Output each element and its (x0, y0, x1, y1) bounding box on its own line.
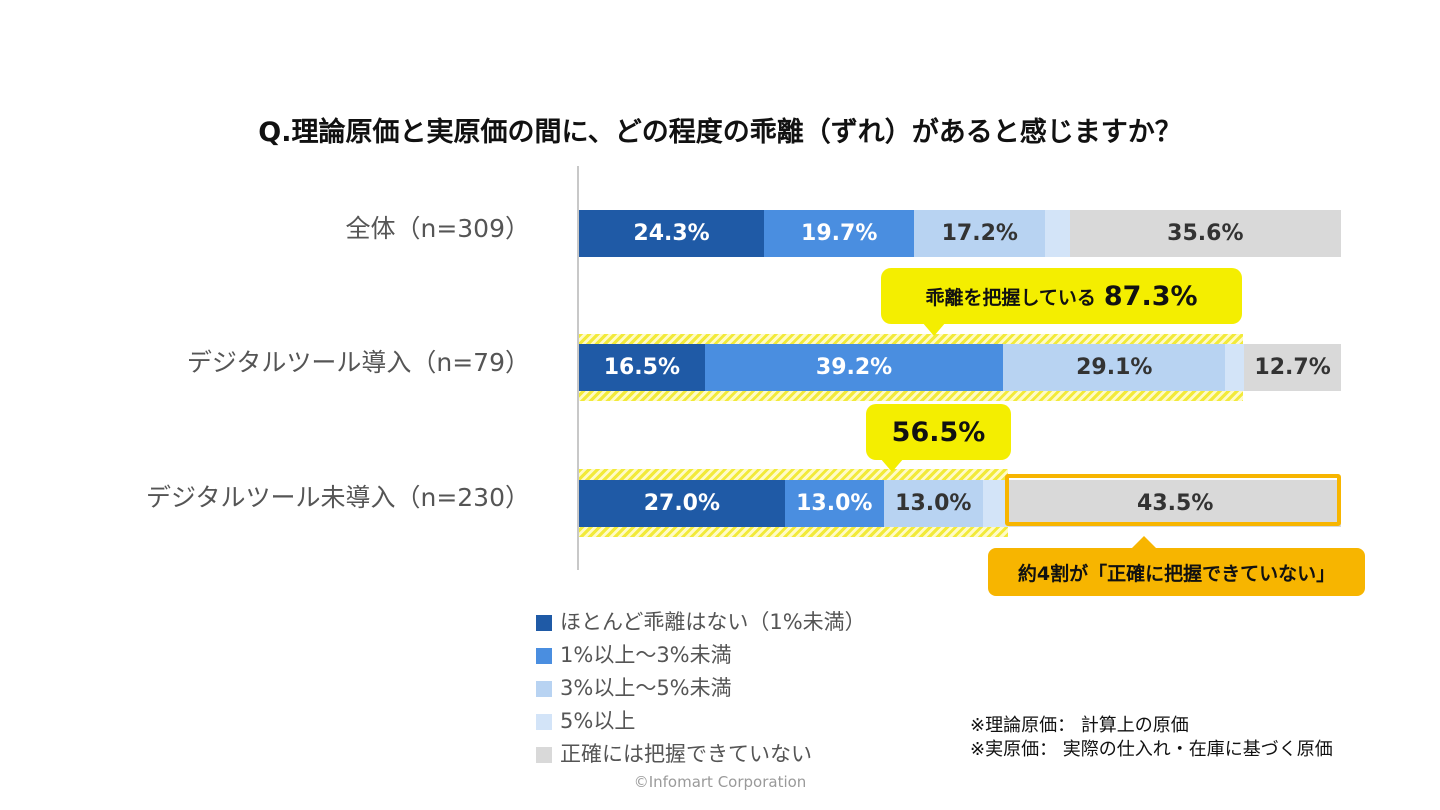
data-label: 17.2% (941, 221, 1018, 246)
bar-segment-seg-1-3: 39.2% (704, 344, 1004, 391)
bar-segment-seg-unknown: 12.7% (1244, 344, 1341, 391)
note-theoretical-cost: ※理論原価： 計算上の原価 (970, 715, 1189, 736)
bar-segment-seg-3-5: 29.1% (1003, 344, 1226, 391)
legend-label: 5%以上 (560, 708, 636, 733)
data-label: 29.1% (1076, 355, 1153, 380)
legend-label: 正確には把握できていない (560, 741, 812, 766)
legend-swatch (536, 680, 552, 697)
data-label: 24.3% (633, 221, 710, 246)
data-label: 12.7% (1254, 355, 1331, 380)
row-label-total: 全体（n=309） (345, 214, 530, 243)
bar-segment-seg-none: 16.5% (579, 344, 705, 391)
callout-grasp-non-digital-value: 56.5% (891, 416, 986, 448)
legend-label: 1%以上～3%未満 (560, 642, 732, 667)
copyright: ©Infomart Corporation (633, 773, 807, 791)
legend-label: 3%以上～5%未満 (560, 675, 732, 700)
data-label: 43.5% (1137, 491, 1214, 516)
bar-row-non-digital: 27.0% 13.0% 13.0% 43.5% (579, 480, 1341, 527)
bar-row-digital: 16.5% 39.2% 29.1% 12.7% (579, 344, 1341, 391)
legend-swatch (536, 713, 552, 730)
legend-swatch (536, 614, 552, 631)
bar-segment-seg-unknown: 43.5% (1009, 480, 1341, 527)
chart-title: Q.理論原価と実原価の間に、どの程度の乖離（ずれ）があると感じますか？ (258, 117, 1182, 148)
bar-segment-seg-1-3: 13.0% (784, 480, 884, 527)
row-label-non-digital: デジタルツール未導入（n=230） (145, 483, 530, 512)
bar-segment-seg-3-5: 17.2% (914, 210, 1046, 257)
bar-segment-seg-5plus (1225, 344, 1245, 391)
bar-segment-seg-5plus (1045, 210, 1070, 257)
category-axis-line (577, 166, 579, 570)
callout-unknown-text: 約4割が「正確に把握できていない」 (1017, 562, 1336, 585)
callout-grasp-tail (922, 322, 946, 336)
data-label: 13.0% (895, 491, 972, 516)
data-label: 27.0% (643, 491, 721, 516)
note-actual-cost: ※実原価： 実際の仕入れ・在庫に基づく原価 (970, 739, 1333, 760)
data-label: 35.6% (1167, 221, 1244, 246)
legend-swatch (536, 647, 552, 664)
callout-unknown: 約4割が「正確に把握できていない」 (988, 548, 1365, 596)
legend-item: 1%以上～3%未満 (536, 637, 866, 670)
callout-grasp-non-digital-tail (880, 458, 904, 472)
bar-segment-seg-none: 24.3% (579, 210, 765, 257)
data-label: 16.5% (603, 355, 681, 380)
callout-grasp-digital: 乖離を把握している 87.3% (881, 268, 1242, 324)
data-label: 19.7% (801, 221, 878, 246)
bar-segment-seg-1-3: 19.7% (764, 210, 915, 257)
bar-segment-seg-unknown: 35.6% (1069, 210, 1341, 257)
legend-item: 3%以上～5%未満 (536, 670, 866, 703)
legend-swatch (536, 746, 552, 763)
callout-grasp-non-digital: 56.5% (866, 404, 1011, 460)
legend-item: 正確には把握できていない (536, 736, 866, 769)
data-label: 13.0% (796, 491, 873, 516)
definition-notes: ※理論原価： 計算上の原価 ※実原価： 実際の仕入れ・在庫に基づく原価 (970, 714, 1333, 762)
bar-segment-seg-3-5: 13.0% (883, 480, 983, 527)
bar-segment-seg-none: 27.0% (579, 480, 785, 527)
highlight-box-unknown (1005, 474, 1341, 526)
legend-item: ほとんど乖離はない（1%未満） (536, 604, 866, 637)
data-label: 39.2% (815, 355, 893, 380)
callout-grasp-value: 87.3% (1103, 280, 1198, 312)
callout-grasp-text: 乖離を把握している (925, 286, 1096, 309)
legend-label: ほとんど乖離はない（1%未満） (560, 609, 866, 634)
row-label-digital: デジタルツール導入（n=79） (186, 348, 530, 377)
legend: ほとんど乖離はない（1%未満） 1%以上～3%未満 3%以上～5%未満 5%以上… (536, 604, 866, 769)
callout-unknown-tail (1130, 536, 1158, 550)
legend-item: 5%以上 (536, 703, 866, 736)
bar-row-total: 24.3% 19.7% 17.2% 35.6% (579, 210, 1341, 257)
